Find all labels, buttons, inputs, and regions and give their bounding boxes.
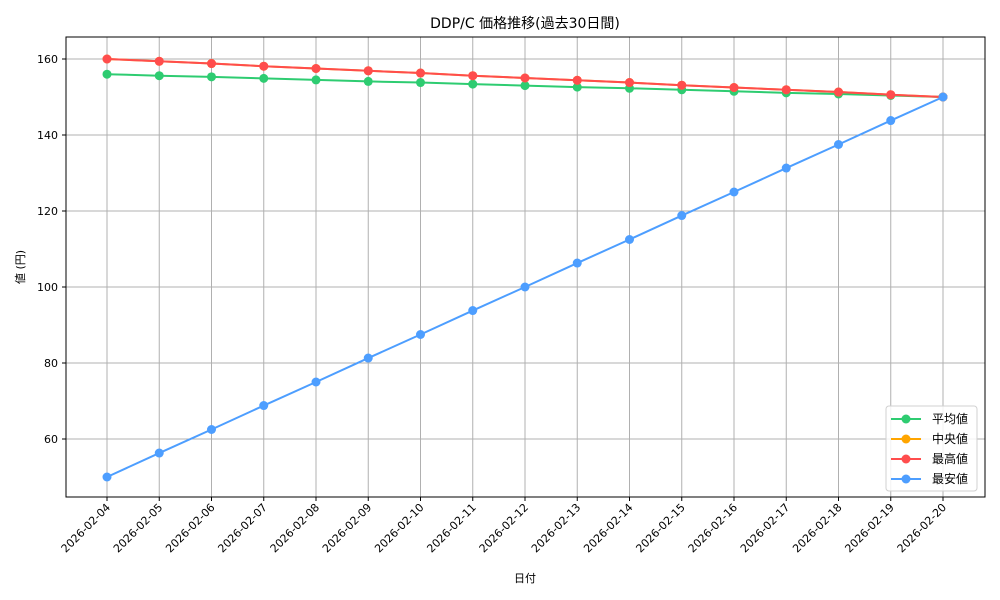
data-point — [677, 211, 687, 221]
y-tick-label: 160 — [37, 53, 58, 66]
legend-marker-icon — [901, 414, 911, 424]
data-point — [311, 377, 321, 387]
legend-label: 中央値 — [932, 431, 968, 446]
x-axis-label: 日付 — [514, 572, 536, 585]
data-point — [572, 75, 582, 85]
x-tick-label: 2026-02-06 — [163, 501, 217, 555]
data-point — [781, 163, 791, 173]
data-point — [572, 82, 582, 92]
data-point — [363, 353, 373, 363]
x-tick-label: 2026-02-07 — [215, 501, 269, 555]
data-point — [781, 85, 791, 95]
data-point — [468, 79, 478, 89]
data-point — [520, 282, 530, 292]
y-tick-label: 100 — [37, 281, 58, 294]
x-tick-label: 2026-02-09 — [320, 501, 374, 555]
data-point — [259, 73, 269, 83]
x-tick-label: 2026-02-14 — [581, 501, 635, 555]
x-tick-label: 2026-02-13 — [529, 501, 583, 555]
x-tick-label: 2026-02-15 — [633, 501, 687, 555]
data-point — [259, 401, 269, 411]
y-axis: 60 80 100 120 140 160 — [37, 53, 66, 446]
data-point — [154, 448, 164, 458]
legend-item: 最高値 — [891, 451, 968, 466]
data-point — [886, 90, 896, 100]
data-point — [416, 68, 425, 78]
data-point — [416, 330, 425, 339]
data-point — [677, 80, 687, 90]
x-tick-label: 2026-02-04 — [59, 501, 113, 555]
data-point — [886, 116, 896, 126]
data-point — [572, 258, 582, 268]
data-point — [207, 425, 216, 434]
data-point — [311, 75, 321, 85]
data-point — [207, 72, 216, 82]
x-tick-label: 2026-02-19 — [842, 501, 896, 555]
legend-marker-icon — [901, 474, 911, 484]
x-tick-label: 2026-02-05 — [111, 501, 165, 555]
legend-label: 最高値 — [932, 451, 968, 466]
data-point — [363, 66, 373, 76]
y-axis-label: 値 (円) — [14, 250, 27, 284]
data-point — [625, 78, 634, 88]
data-point — [625, 235, 634, 244]
data-point — [520, 73, 530, 83]
legend-label: 平均値 — [932, 411, 968, 426]
data-point — [102, 69, 112, 79]
y-tick-label: 140 — [37, 129, 58, 142]
series-最安値 — [102, 92, 948, 482]
data-point — [938, 92, 948, 102]
legend-item: 中央値 — [891, 431, 968, 446]
data-point — [468, 306, 478, 316]
data-point — [416, 78, 425, 88]
data-point — [311, 64, 321, 73]
data-point — [468, 71, 478, 81]
legend-marker-icon — [901, 454, 911, 464]
legend-item: 最安値 — [891, 471, 968, 486]
data-point — [102, 472, 112, 482]
data-point — [207, 59, 216, 69]
data-point — [259, 61, 269, 71]
x-tick-label: 2026-02-08 — [268, 501, 322, 555]
data-point — [102, 54, 112, 64]
series-lines — [102, 54, 948, 482]
x-tick-label: 2026-02-12 — [477, 501, 531, 555]
legend-item: 平均値 — [891, 411, 968, 426]
x-tick-label: 2026-02-10 — [372, 501, 426, 555]
data-point — [834, 87, 843, 97]
legend-marker-icon — [901, 434, 911, 444]
data-point — [834, 140, 843, 149]
x-tick-label: 2026-02-11 — [424, 501, 478, 555]
x-axis: 2026-02-042026-02-052026-02-062026-02-07… — [59, 497, 949, 555]
x-tick-label: 2026-02-18 — [790, 501, 844, 555]
y-tick-label: 80 — [44, 357, 58, 370]
legend-label: 最安値 — [932, 471, 968, 486]
data-point — [363, 76, 373, 86]
y-tick-label: 120 — [37, 205, 58, 218]
x-tick-label: 2026-02-16 — [686, 501, 740, 555]
data-point — [729, 83, 739, 92]
data-point — [520, 81, 530, 91]
x-tick-label: 2026-02-20 — [895, 501, 949, 555]
data-point — [154, 56, 164, 66]
chart-title: DDP/C 価格推移(過去30日間) — [430, 16, 620, 32]
grid-lines — [66, 37, 985, 497]
x-tick-label: 2026-02-17 — [738, 501, 792, 555]
data-point — [154, 71, 164, 81]
data-point — [729, 187, 739, 197]
y-tick-label: 60 — [44, 433, 58, 446]
